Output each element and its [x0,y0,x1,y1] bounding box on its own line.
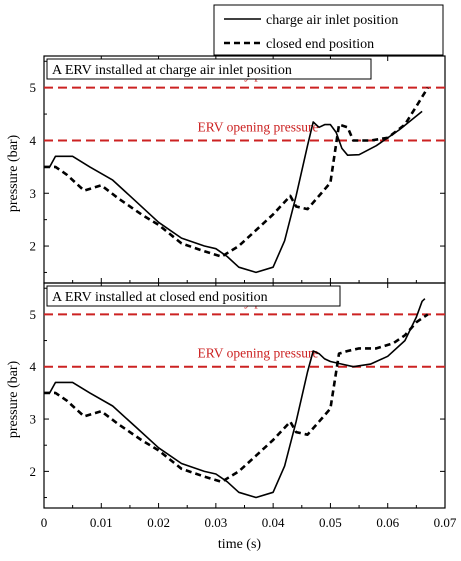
y-tick-label: 3 [30,412,37,427]
x-tick-label: 0.03 [204,515,227,530]
plot-frame [43,55,446,284]
x-tick-label: 0.06 [376,515,399,530]
x-tick-label: 0.04 [262,515,285,530]
plot-frame [43,282,446,509]
series-line-closed-end [44,87,429,258]
x-tick-label: 0.02 [147,515,170,530]
series-line-charge-air-inlet [44,298,426,499]
legend-label: closed end position [266,37,374,52]
reference-line-label: ERV opening pressure [198,346,319,361]
legend: charge air inlet position closed end posi… [213,4,444,56]
x-tick-label: 0 [41,515,48,530]
panel-title-box [46,285,341,307]
y-tick-label: 2 [30,464,37,479]
y-tick-label: 4 [30,133,37,148]
y-tick-label: 3 [30,186,37,201]
x-tick-label: 0.05 [319,515,342,530]
y-tick-label: 5 [30,307,37,322]
y-axis-label: pressure (bar) [6,360,21,438]
y-tick-label: 5 [30,80,37,95]
series-line-charge-air-inlet [44,110,423,274]
x-tick-label: 0.01 [90,515,113,530]
panel-title: A ERV installed at charge air inlet posi… [52,63,292,78]
reference-line-label: ERV opening pressure [198,119,319,134]
x-tick-label: 0.07 [434,515,457,530]
y-tick-label: 2 [30,239,37,254]
series-line-closed-end [44,313,429,484]
y-axis-label: pressure (bar) [6,134,21,212]
legend-box [213,4,444,56]
panel-title: A ERV installed at closed end position [52,290,268,305]
legend-label: charge air inlet position [266,13,398,28]
panel-2: 0 0.01 0.02 0.03 0.04 0.05 0.06 0.07 2 3 4 5 pressur… [6,282,457,552]
panel-title-box [46,58,372,80]
x-axis-label: time (s) [218,537,261,552]
y-tick-label: 4 [30,359,37,374]
